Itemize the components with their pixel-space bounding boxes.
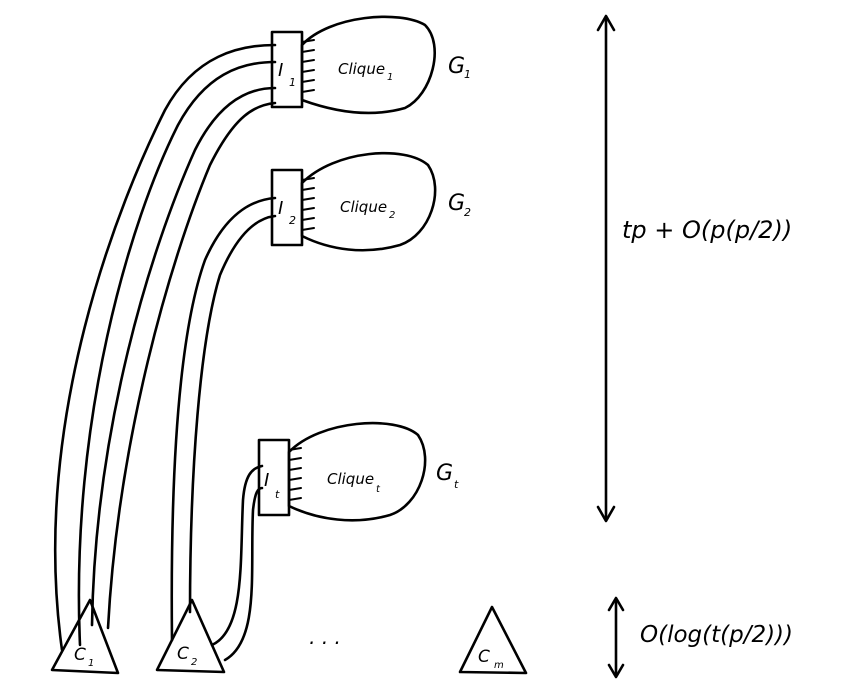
wire-c1-i1-a <box>54 43 277 652</box>
clique-label-t: Clique <box>327 470 374 488</box>
clause-label-2: C <box>177 644 189 664</box>
clause-label-1: C <box>74 645 86 665</box>
wire-c1-i1-d <box>106 101 277 630</box>
clause-2: C 2 <box>155 598 226 674</box>
clique-sub-2: 2 <box>389 210 395 221</box>
lower-height-label: O(log(t(p/2))) <box>640 622 793 648</box>
upper-height-label: tp + O(p(p/2)) <box>622 216 792 244</box>
clause-label-m: C <box>478 647 490 667</box>
clause-sub-2: 2 <box>191 657 197 668</box>
wire-c2-i2-b <box>188 214 277 614</box>
clause-ellipsis: · · · <box>308 631 340 655</box>
wire-c2-i2-a <box>170 196 277 642</box>
interface-ticks-1 <box>301 39 315 93</box>
clique-blob-1 <box>300 15 436 115</box>
clause-triangle-m <box>458 605 528 675</box>
gadget-2: I 2 Clique 2 G 2 <box>270 151 471 252</box>
wires <box>54 43 277 662</box>
graph-sub-1: 1 <box>464 68 471 81</box>
gadget-t: I t Clique t G t <box>257 421 459 522</box>
clique-blob-2 <box>300 151 437 252</box>
graph-label-2: G <box>448 191 465 216</box>
interface-ticks-2 <box>301 177 315 231</box>
clique-label-1: Clique <box>338 60 385 78</box>
clause-m: C m <box>458 605 528 675</box>
graph-label-1: G <box>448 54 465 79</box>
interface-label-t: I <box>264 470 269 491</box>
wire-c2-it-b <box>223 486 264 662</box>
upper-height-arrow <box>596 14 616 523</box>
interface-label-1: I <box>278 60 283 81</box>
interface-sub-1: 1 <box>289 76 296 89</box>
wire-c1-i1-b <box>77 60 277 647</box>
interface-box-1 <box>270 30 304 109</box>
clause-sub-1: 1 <box>88 658 94 669</box>
clause-1: C 1 <box>50 598 120 675</box>
graph-sub-t: t <box>454 478 459 491</box>
interface-ticks-t <box>288 447 302 501</box>
wire-c2-it-a <box>210 464 264 647</box>
interface-sub-2: 2 <box>289 214 296 227</box>
clause-triangle-1 <box>50 598 120 675</box>
interface-sub-t: t <box>275 488 280 501</box>
clique-blob-t <box>287 421 427 522</box>
clique-sub-t: t <box>376 484 381 495</box>
clause-triangle-2 <box>155 598 226 674</box>
interface-label-2: I <box>278 198 283 219</box>
gadget-1: I 1 Clique 1 G 1 <box>270 15 471 115</box>
interface-box-t <box>257 438 291 517</box>
clique-label-2: Clique <box>340 198 387 216</box>
graph-sub-2: 2 <box>464 206 471 219</box>
clique-sub-1: 1 <box>387 72 393 83</box>
clause-sub-m: m <box>494 660 504 671</box>
interface-box-2 <box>270 168 304 247</box>
wire-c1-i1-c <box>90 86 277 627</box>
graph-label-t: G <box>436 461 453 486</box>
lower-height-arrow <box>607 596 625 679</box>
